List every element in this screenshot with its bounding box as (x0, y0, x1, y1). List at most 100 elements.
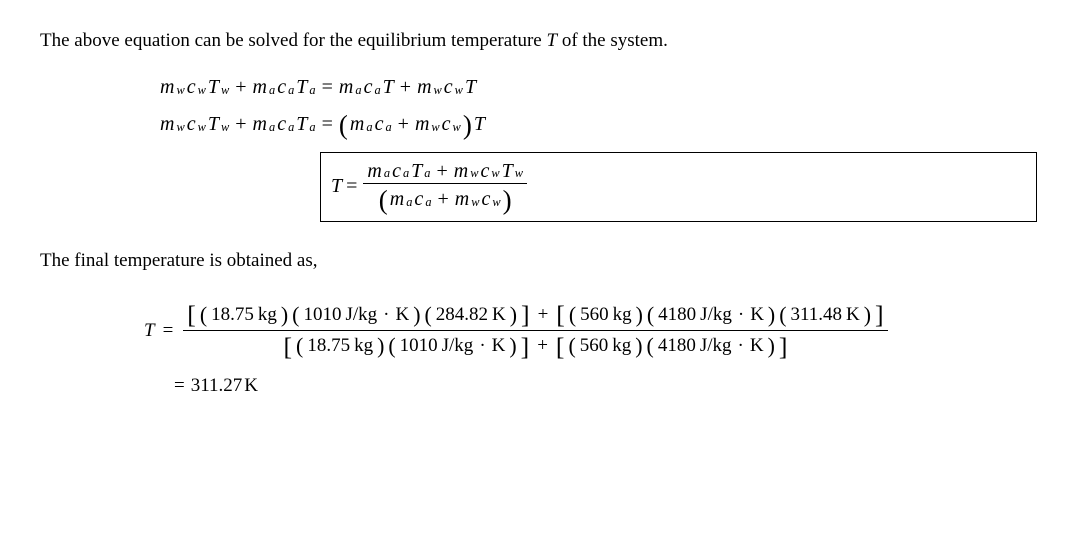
op-eq: = (170, 375, 189, 397)
lparen-icon (296, 334, 303, 359)
sym-m: m (455, 188, 469, 210)
rparen-icon (510, 303, 517, 328)
sub-w: w (434, 83, 442, 98)
sym-c: c (364, 76, 373, 99)
sym-T: T (465, 76, 476, 99)
sym-c: c (442, 113, 451, 136)
val-Tw: 311.48 (790, 305, 842, 326)
sub-w: w (198, 83, 206, 98)
sym-c: c (375, 113, 384, 136)
sub-a: a (425, 196, 431, 210)
sym-m: m (253, 76, 267, 99)
unit-jkg: J/kg (700, 305, 732, 326)
lparen-icon (568, 334, 575, 359)
lparen-icon (388, 334, 395, 359)
sub-a: a (288, 83, 294, 98)
sym-c: c (277, 76, 286, 99)
sub-w: w (198, 120, 206, 135)
lparen-icon (292, 303, 299, 328)
fraction-denominator: ma ca + mw cw (375, 184, 516, 216)
lparen-icon (379, 185, 388, 215)
lbracket-icon (283, 332, 292, 360)
rparen-icon (636, 303, 643, 328)
unit-K: K (492, 336, 506, 357)
lparen-icon (779, 303, 786, 328)
op-eq: = (159, 320, 178, 342)
unit-kg: kg (354, 336, 373, 357)
sub-w: w (221, 120, 229, 135)
unit-K: K (750, 305, 764, 326)
unit-kg: kg (613, 305, 632, 326)
numeric-denominator: 18.75kg 1010J/kg·K + 560kg 4180J/kg·K (279, 331, 791, 361)
dot-icon: · (736, 336, 746, 357)
lparen-icon (339, 109, 348, 140)
rbracket-icon (521, 301, 530, 329)
sym-m: m (454, 160, 468, 182)
op-eq: = (318, 76, 337, 99)
lparen-icon (424, 303, 431, 328)
rparen-icon (281, 303, 288, 328)
unit-kg: kg (258, 305, 277, 326)
rbracket-icon (875, 301, 884, 329)
op-plus: + (534, 305, 553, 326)
op-plus: + (432, 160, 451, 182)
dot-icon: · (381, 305, 391, 326)
lparen-icon (647, 303, 654, 328)
sym-m: m (415, 113, 429, 136)
intro-text-a: The above equation can be solved for the… (40, 30, 546, 51)
sym-m: m (417, 76, 431, 99)
rparen-icon (864, 303, 871, 328)
sub-w: w (221, 83, 229, 98)
sub-a: a (424, 167, 430, 181)
result-intro-text: The final temperature is obtained as, (40, 250, 318, 271)
val-cw: 4180 (658, 336, 696, 357)
op-eq: = (318, 113, 337, 136)
result-intro-paragraph: The final temperature is obtained as, (40, 248, 1037, 274)
lparen-icon (569, 303, 576, 328)
sym-T: T (474, 113, 485, 136)
sub-a: a (309, 120, 315, 135)
op-plus: + (396, 76, 415, 99)
sub-w: w (176, 120, 184, 135)
sub-w: w (470, 167, 478, 181)
val-ma: 18.75 (211, 305, 254, 326)
sym-T: T (331, 175, 342, 198)
derivation-block: mw cw Tw + ma ca Ta = ma ca T + mw cw T … (160, 76, 1037, 223)
val-cw: 4180 (658, 305, 696, 326)
rparen-icon (768, 303, 775, 328)
sym-c: c (482, 188, 491, 210)
sub-w: w (455, 83, 463, 98)
val-ca: 1010 (400, 336, 438, 357)
rbracket-icon (521, 332, 530, 360)
op-plus: + (394, 113, 413, 136)
sym-c: c (277, 113, 286, 136)
sym-m: m (350, 113, 364, 136)
sub-w: w (471, 196, 479, 210)
unit-K: K (395, 305, 409, 326)
lbracket-icon (556, 301, 565, 329)
op-eq: = (342, 175, 361, 198)
sym-c: c (480, 160, 489, 182)
rbracket-icon (779, 332, 788, 360)
sym-T: T (296, 76, 307, 99)
unit-jkg: J/kg (345, 305, 377, 326)
sym-c: c (444, 76, 453, 99)
rparen-icon (377, 334, 384, 359)
sym-T: T (208, 113, 219, 136)
sub-a: a (384, 167, 390, 181)
sub-w: w (431, 120, 439, 135)
unit-K: K (750, 336, 764, 357)
sym-T: T (208, 76, 219, 99)
equation-line-2: mw cw Tw + ma ca Ta = ma ca + mw cw T (160, 109, 1037, 140)
sub-w: w (176, 83, 184, 98)
rparen-icon (509, 334, 516, 359)
op-plus: + (231, 76, 250, 99)
final-result: = 311.27 K (170, 375, 1037, 397)
sub-a: a (269, 120, 275, 135)
sym-m: m (339, 76, 353, 99)
sub-w: w (492, 196, 500, 210)
rparen-icon (413, 303, 420, 328)
sub-w: w (453, 120, 461, 135)
unit-jkg: J/kg (700, 336, 732, 357)
sym-c: c (392, 160, 401, 182)
